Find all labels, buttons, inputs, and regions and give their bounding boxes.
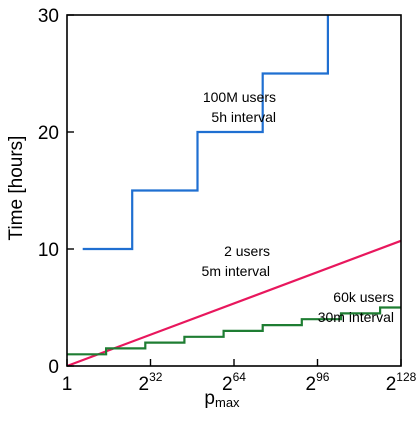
- x-tick-label: 1: [62, 374, 73, 395]
- x-tick-label: 232: [139, 370, 163, 395]
- series-line-s60k: [67, 306, 401, 356]
- series-label-s2: 5m interval: [202, 263, 270, 279]
- y-axis-label: Time [hours]: [6, 136, 27, 241]
- x-tick-label: 2128: [386, 370, 417, 395]
- annotation-layer: 100M users 5h interval 2 users 5m interval 6…: [202, 89, 394, 325]
- series-line-s100m: [82, 15, 329, 251]
- y-tick-label: 30: [38, 6, 59, 27]
- series-label-s2: 2 users: [224, 243, 270, 259]
- series-label-s60k: 60k users: [333, 289, 394, 305]
- y-tick-label: 20: [38, 123, 59, 144]
- series-label-s100m: 100M users: [203, 89, 276, 105]
- series-label-s60k: 30m interval: [318, 309, 394, 325]
- series-label-s100m: 5h interval: [211, 109, 276, 125]
- x-axis-label: pmax: [204, 388, 240, 410]
- y-tick-label: 0: [48, 357, 59, 378]
- ticks-layer: 1 232 264 296 2128 0 10 20 30: [38, 6, 417, 395]
- x-axis-label-sub: max: [215, 395, 240, 410]
- x-tick-label: 264: [222, 370, 246, 395]
- x-tick-label: 296: [306, 370, 330, 395]
- x-axis-label-main: p: [204, 388, 215, 409]
- series-line-s2: [66, 239, 402, 368]
- y-tick-label: 10: [38, 240, 59, 261]
- series-layer: [66, 15, 402, 368]
